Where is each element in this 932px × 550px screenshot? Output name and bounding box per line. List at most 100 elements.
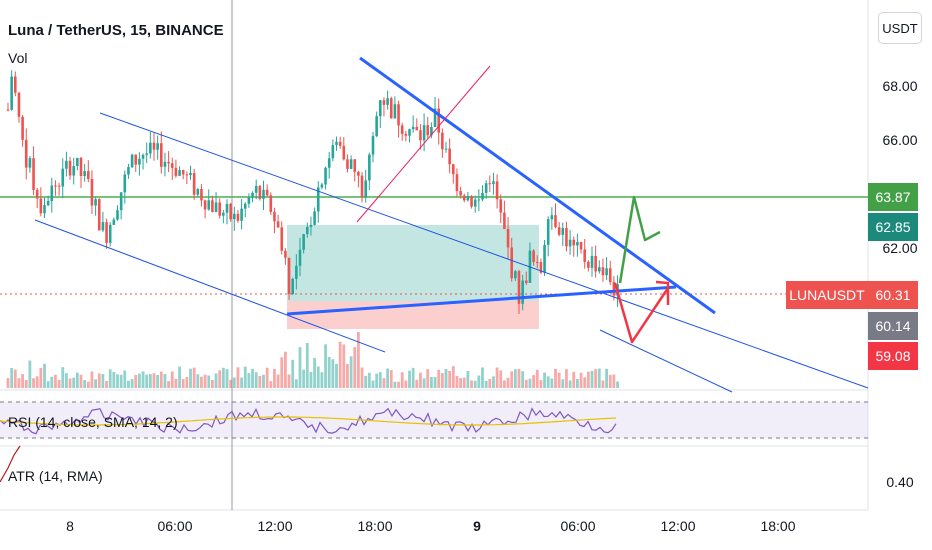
volume-bar	[459, 378, 462, 388]
channel-upper-line[interactable]	[99, 112, 869, 389]
candle-body	[320, 184, 324, 188]
volume-bar	[185, 377, 189, 388]
time-label: 9	[473, 518, 481, 534]
channel-lower-line[interactable]	[34, 219, 386, 353]
candle-body	[163, 161, 167, 167]
candle-body	[598, 267, 601, 272]
candle-body	[342, 145, 346, 160]
volume-bar	[357, 331, 360, 388]
volume-bar	[108, 369, 112, 388]
volume-bar	[35, 376, 39, 388]
volume-bar	[269, 381, 273, 388]
volume-bar	[265, 367, 269, 388]
candle-body	[473, 199, 477, 207]
volume-bar	[371, 380, 375, 388]
volume-bar	[503, 380, 506, 388]
candle-body	[426, 125, 430, 136]
volume-bar	[608, 374, 612, 388]
volume-bar	[400, 372, 404, 388]
volume-bar	[568, 380, 572, 388]
volume-bar	[134, 374, 138, 388]
volume-bar	[353, 347, 357, 388]
candle-body	[105, 222, 108, 243]
volume-bar	[90, 371, 94, 388]
candle-body	[269, 195, 273, 212]
volume-bar	[528, 378, 532, 388]
fan-line[interactable]	[356, 65, 491, 223]
candle-body	[141, 154, 145, 159]
volume-bar	[433, 376, 437, 388]
bullish-scenario-arrow[interactable]	[618, 195, 661, 284]
candle-body	[262, 189, 265, 199]
volume-bar	[83, 379, 87, 388]
candle-body	[488, 183, 492, 185]
candle-body	[185, 174, 189, 176]
candle-body	[54, 185, 57, 187]
volume-bar	[616, 381, 619, 388]
volume-bar	[254, 372, 258, 388]
channel-lower-extension[interactable]	[599, 329, 733, 393]
volume-bar	[367, 372, 371, 388]
support-trendline[interactable]	[286, 285, 677, 316]
candle-body	[404, 133, 408, 136]
volume-bar	[327, 356, 331, 388]
time-label: 06:00	[157, 518, 193, 534]
volume-bar	[218, 370, 222, 388]
candle-body	[587, 261, 590, 268]
candle-body	[411, 126, 415, 130]
candle-body	[437, 108, 440, 133]
candle-body	[514, 271, 517, 279]
volume-bar	[123, 370, 127, 388]
candle-body	[21, 116, 24, 140]
volume-legend[interactable]: Vol	[8, 50, 28, 66]
volume-bar	[393, 381, 397, 388]
volume-bar	[24, 380, 28, 388]
time-label: 12:00	[257, 518, 293, 534]
volume-bar	[10, 367, 14, 388]
candle-body	[116, 210, 119, 220]
volume-bar	[46, 381, 50, 388]
volume-bar	[466, 371, 470, 388]
volume-bar	[561, 379, 565, 388]
atr-legend[interactable]: ATR (14, RMA)	[8, 468, 103, 484]
volume-bar	[331, 359, 335, 388]
volume-bar	[54, 374, 57, 388]
volume-bar	[470, 380, 473, 388]
candle-body	[97, 199, 101, 231]
volume-bar	[495, 367, 499, 388]
candle-body	[408, 129, 411, 136]
price-tick-label: 68.00	[882, 78, 918, 94]
volume-bar	[86, 381, 90, 388]
candle-body	[284, 250, 287, 258]
volume-bar	[302, 369, 306, 388]
volume-bar	[39, 367, 43, 388]
volume-bar	[539, 380, 543, 388]
volume-bar	[386, 368, 389, 388]
ask-price-tag: 60.14	[868, 312, 918, 340]
volume-bar	[557, 372, 561, 388]
symbol-legend[interactable]: Luna / TetherUS, 15, BINANCE	[8, 22, 224, 39]
bearish-scenario-arrow[interactable]	[613, 282, 670, 344]
volume-bar	[397, 381, 400, 388]
candle-body	[331, 145, 335, 159]
descending-trendline[interactable]	[359, 56, 716, 315]
low-price-tag: 59.08	[868, 342, 918, 370]
currency-button[interactable]: USDT	[878, 12, 922, 44]
volume-bar	[214, 373, 218, 388]
candle-body	[280, 227, 284, 251]
volume-bar	[510, 371, 514, 388]
candle-body	[422, 125, 426, 141]
candle-body	[379, 100, 382, 117]
rsi-legend[interactable]: RSI (14, close, SMA, 14, 2)	[8, 414, 178, 430]
target-zone[interactable]	[287, 225, 539, 301]
volume-bar	[225, 369, 229, 388]
volume-bar	[535, 369, 539, 388]
volume-bar	[221, 367, 225, 388]
candle-body	[229, 203, 232, 220]
volume-bar	[521, 371, 525, 388]
volume-bar	[258, 375, 262, 388]
candle-body	[247, 197, 251, 204]
candle-body	[57, 185, 61, 187]
volume-bar	[251, 368, 254, 388]
